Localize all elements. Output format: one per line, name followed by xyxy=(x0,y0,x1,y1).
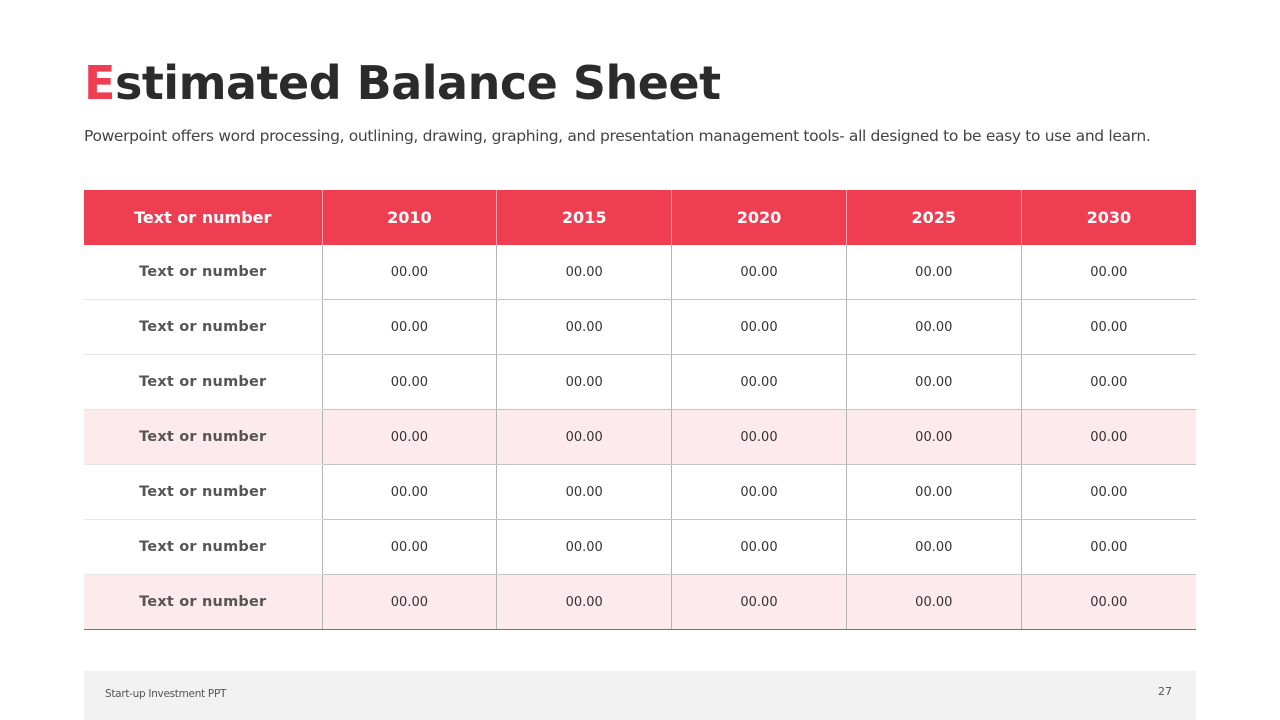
table-cell-value: 00.00 xyxy=(1020,519,1196,575)
page-number: 27 xyxy=(1158,685,1172,698)
table-cell-value: 00.00 xyxy=(845,464,1022,520)
title-rest: stimated Balance Sheet xyxy=(114,56,721,110)
table-cell-value: 00.00 xyxy=(845,299,1022,355)
slide-subtitle: Powerpoint offers word processing, outli… xyxy=(84,127,1151,145)
table-cell-value: 00.00 xyxy=(845,245,1022,300)
balance-sheet-table: Text or number 2010 2015 2020 2025 2030 Text … xyxy=(84,190,1196,630)
table-cell-value: 00.00 xyxy=(496,464,672,520)
table-cell-value: 00.00 xyxy=(845,519,1022,575)
table-cell-value: 00.00 xyxy=(1020,574,1196,630)
table-cell-value: 00.00 xyxy=(321,574,497,630)
table-cell-value: 00.00 xyxy=(496,354,672,410)
table-row: Text or number 00.00 00.00 00.00 00.00 00.00 xyxy=(84,409,1196,465)
table-cell-value: 00.00 xyxy=(671,245,847,300)
footer-bar: Start-up Investment PPT 27 xyxy=(84,671,1196,720)
table-cell-value: 00.00 xyxy=(496,574,672,630)
header-cell-year: 2030 xyxy=(1020,190,1196,245)
table-cell-value: 00.00 xyxy=(671,574,847,630)
header-cell-year: 2015 xyxy=(496,190,672,245)
table-body: Text or number 00.00 00.00 00.00 00.00 00.00 T… xyxy=(84,245,1196,630)
table-cell-value: 00.00 xyxy=(496,245,672,300)
table-cell-value: 00.00 xyxy=(845,409,1022,465)
table-row: Text or number 00.00 00.00 00.00 00.00 00.00 xyxy=(84,519,1196,575)
table-cell-value: 00.00 xyxy=(845,574,1022,630)
header-cell-year: 2025 xyxy=(845,190,1022,245)
table-cell-value: 00.00 xyxy=(845,354,1022,410)
table-cell-value: 00.00 xyxy=(496,299,672,355)
table-cell-value: 00.00 xyxy=(671,299,847,355)
slide-title: Estimated Balance Sheet xyxy=(84,54,721,112)
table-cell-value: 00.00 xyxy=(671,464,847,520)
table-cell-value: 00.00 xyxy=(321,519,497,575)
table-cell-value: 00.00 xyxy=(671,519,847,575)
table-row: Text or number 00.00 00.00 00.00 00.00 00.00 xyxy=(84,245,1196,300)
title-accent-letter: E xyxy=(84,56,115,110)
header-cell-label: Text or number xyxy=(84,190,322,245)
table-row: Text or number 00.00 00.00 00.00 00.00 00.00 xyxy=(84,464,1196,520)
row-label: Text or number xyxy=(84,354,322,410)
table-cell-value: 00.00 xyxy=(1020,354,1196,410)
row-label: Text or number xyxy=(84,245,322,300)
table-row: Text or number 00.00 00.00 00.00 00.00 00.00 xyxy=(84,574,1196,630)
row-label: Text or number xyxy=(84,299,322,355)
table-cell-value: 00.00 xyxy=(321,299,497,355)
table-cell-value: 00.00 xyxy=(1020,409,1196,465)
table-cell-value: 00.00 xyxy=(496,519,672,575)
table-row: Text or number 00.00 00.00 00.00 00.00 00.00 xyxy=(84,299,1196,355)
table-cell-value: 00.00 xyxy=(1020,464,1196,520)
table-cell-value: 00.00 xyxy=(321,464,497,520)
footer-presentation-name: Start-up Investment PPT xyxy=(105,688,227,700)
row-label: Text or number xyxy=(84,464,322,520)
table-header-row: Text or number 2010 2015 2020 2025 2030 xyxy=(84,190,1196,245)
row-label: Text or number xyxy=(84,519,322,575)
table-cell-value: 00.00 xyxy=(496,409,672,465)
table-cell-value: 00.00 xyxy=(321,354,497,410)
row-label: Text or number xyxy=(84,409,322,465)
row-label: Text or number xyxy=(84,574,322,630)
table-row: Text or number 00.00 00.00 00.00 00.00 00.00 xyxy=(84,354,1196,410)
table-cell-value: 00.00 xyxy=(1020,245,1196,300)
table-cell-value: 00.00 xyxy=(321,245,497,300)
header-cell-year: 2010 xyxy=(321,190,497,245)
table-cell-value: 00.00 xyxy=(671,354,847,410)
header-cell-year: 2020 xyxy=(671,190,847,245)
table-cell-value: 00.00 xyxy=(1020,299,1196,355)
table-cell-value: 00.00 xyxy=(671,409,847,465)
table-cell-value: 00.00 xyxy=(321,409,497,465)
